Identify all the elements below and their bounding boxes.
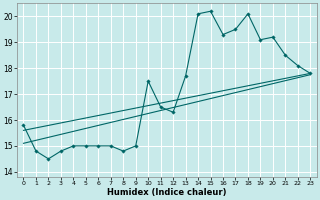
X-axis label: Humidex (Indice chaleur): Humidex (Indice chaleur) <box>107 188 227 197</box>
